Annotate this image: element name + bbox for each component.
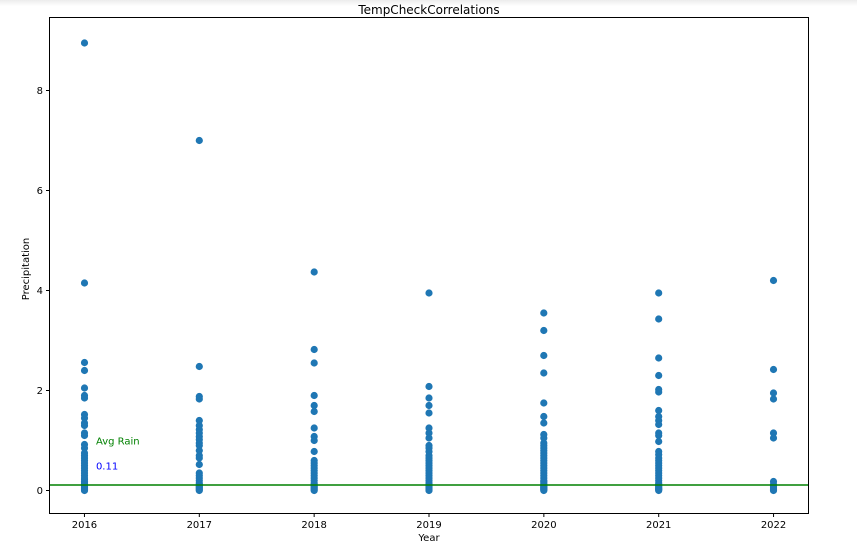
x-tick-label: 2021 <box>646 520 671 531</box>
data-point <box>425 424 433 432</box>
plot-frame <box>49 17 809 514</box>
y-tick-label: 0 <box>37 486 43 497</box>
data-point <box>195 460 203 469</box>
data-point <box>540 326 548 335</box>
data-point <box>540 351 548 360</box>
y-tick-label: 6 <box>37 186 43 197</box>
data-point <box>540 399 548 407</box>
x-tick-label: 2018 <box>301 520 326 531</box>
data-point <box>80 486 89 495</box>
y-tick-label: 4 <box>37 286 43 297</box>
data-point <box>769 276 778 285</box>
data-point <box>195 446 203 455</box>
data-point <box>310 345 318 354</box>
data-point <box>80 394 89 402</box>
x-tick-label: 2017 <box>187 520 212 531</box>
data-point <box>80 279 89 287</box>
data-point <box>80 431 89 440</box>
data-point <box>769 395 778 403</box>
data-point <box>80 366 89 375</box>
data-point <box>769 389 778 397</box>
data-point <box>425 401 433 410</box>
data-point <box>310 486 318 495</box>
data-point <box>769 365 778 374</box>
y-tick-label: 2 <box>37 386 43 397</box>
data-point <box>310 268 318 276</box>
data-point <box>425 394 433 402</box>
y-tick-label: 8 <box>37 86 43 97</box>
data-point <box>655 437 663 446</box>
data-point <box>80 358 89 367</box>
data-point <box>195 416 203 425</box>
data-point <box>655 431 663 440</box>
data-point <box>310 359 318 367</box>
data-point <box>540 434 548 442</box>
x-tick-label: 2020 <box>531 520 556 531</box>
axis-ticks: 2016 2017 2018 2019 2020 2021 2022 0 2 4 6 8 <box>37 86 787 531</box>
data-point <box>310 407 318 416</box>
data-point <box>769 434 778 442</box>
avg-rain-value: 0.11 <box>96 462 118 473</box>
data-point <box>655 371 663 380</box>
data-point <box>425 429 433 437</box>
chart-overlay: Avg Rain 0.11 <box>50 437 808 486</box>
x-axis-label: Year <box>417 533 440 542</box>
data-point <box>425 434 433 442</box>
data-points <box>80 39 778 495</box>
data-point <box>80 39 89 47</box>
window-top-shadow <box>0 0 857 6</box>
y-axis-label: Precipitation <box>21 238 32 301</box>
data-point <box>769 486 778 495</box>
avg-rain-label: Avg Rain <box>96 437 140 448</box>
data-point <box>540 369 548 377</box>
data-point <box>655 406 663 415</box>
x-tick-label: 2019 <box>416 520 441 531</box>
data-point <box>195 441 203 450</box>
data-point <box>80 414 89 422</box>
data-point <box>195 486 203 495</box>
x-tick-label: 2016 <box>72 520 97 531</box>
data-point <box>310 436 318 445</box>
data-point <box>655 486 663 495</box>
data-point <box>769 429 778 437</box>
data-point <box>310 391 318 400</box>
data-point <box>540 412 548 421</box>
data-point <box>655 420 663 429</box>
data-point <box>195 454 203 462</box>
data-point <box>425 486 433 495</box>
data-point <box>655 354 663 362</box>
data-point <box>310 447 318 456</box>
data-point <box>425 382 433 391</box>
data-point <box>655 388 663 396</box>
data-point <box>425 289 433 297</box>
data-point <box>310 401 318 410</box>
data-point <box>540 309 548 317</box>
data-point <box>195 362 203 371</box>
data-point <box>80 444 89 452</box>
x-tick-label: 2022 <box>761 520 786 531</box>
data-point <box>655 289 663 297</box>
data-point <box>195 395 203 403</box>
data-point <box>80 384 89 392</box>
data-point <box>310 424 318 432</box>
chart-title: TempCheckCorrelations <box>357 3 499 17</box>
data-point <box>425 409 433 417</box>
data-point <box>540 419 548 427</box>
data-point <box>195 136 203 145</box>
data-point <box>540 486 548 495</box>
data-point <box>655 315 663 323</box>
data-point <box>80 421 89 430</box>
